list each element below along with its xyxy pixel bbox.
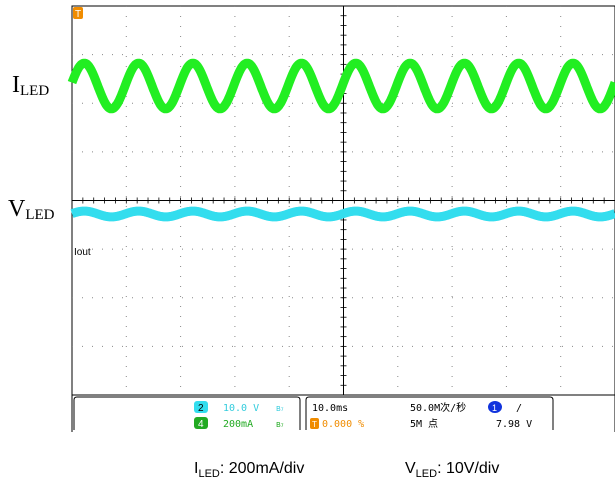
trigger-position[interactable]: T 0.000 % bbox=[310, 418, 364, 430]
trigger-settings[interactable]: 1 / 7.98 V bbox=[488, 401, 532, 430]
ch2-number: 2 bbox=[198, 403, 204, 414]
ch2-scale[interactable]: 2 10.0 V B₇ bbox=[194, 401, 284, 414]
trigger-level: 7.98 V bbox=[496, 419, 532, 430]
trigger-position-marker[interactable]: T bbox=[73, 7, 83, 20]
ch2-voltage-trace bbox=[68, 206, 615, 222]
ch4-scale[interactable]: 4 200mA B₇ bbox=[194, 417, 284, 430]
v-led-scale-caption: VLED: 10V/div bbox=[405, 460, 500, 481]
ch4-bandwidth-icon: B₇ bbox=[276, 421, 284, 429]
trigger-position-value: 0.000 % bbox=[322, 419, 364, 430]
record-length: 5M 点 bbox=[410, 418, 438, 430]
trigger-marker-label: T bbox=[75, 9, 81, 20]
i-led-side-label: ILED bbox=[12, 72, 50, 99]
trigger-slope: / bbox=[516, 403, 522, 414]
sample-rate: 50.0M次/秒 bbox=[410, 401, 466, 414]
ch2-bandwidth-icon: B₇ bbox=[276, 405, 284, 413]
v-led-side-label: VLED bbox=[8, 196, 55, 223]
iout-trace-label: Iout bbox=[74, 247, 91, 258]
i-led-scale-caption: ILED: 200mA/div bbox=[194, 460, 305, 481]
ch4-current-trace bbox=[67, 58, 615, 114]
timebase-value[interactable]: 10.0ms bbox=[312, 403, 348, 414]
ch4-scale-value: 200mA bbox=[223, 419, 253, 430]
status-bar: 2 10.0 V B₇ 4 200mA B₇ 10.0ms T 0.000 % … bbox=[71, 395, 615, 432]
ch4-number: 4 bbox=[198, 419, 204, 430]
trigger-channel-number: 1 bbox=[492, 403, 497, 413]
trigger-position-icon: T bbox=[312, 420, 317, 429]
ch2-scale-value: 10.0 V bbox=[223, 403, 259, 414]
graticule-ticks bbox=[71, 5, 615, 396]
